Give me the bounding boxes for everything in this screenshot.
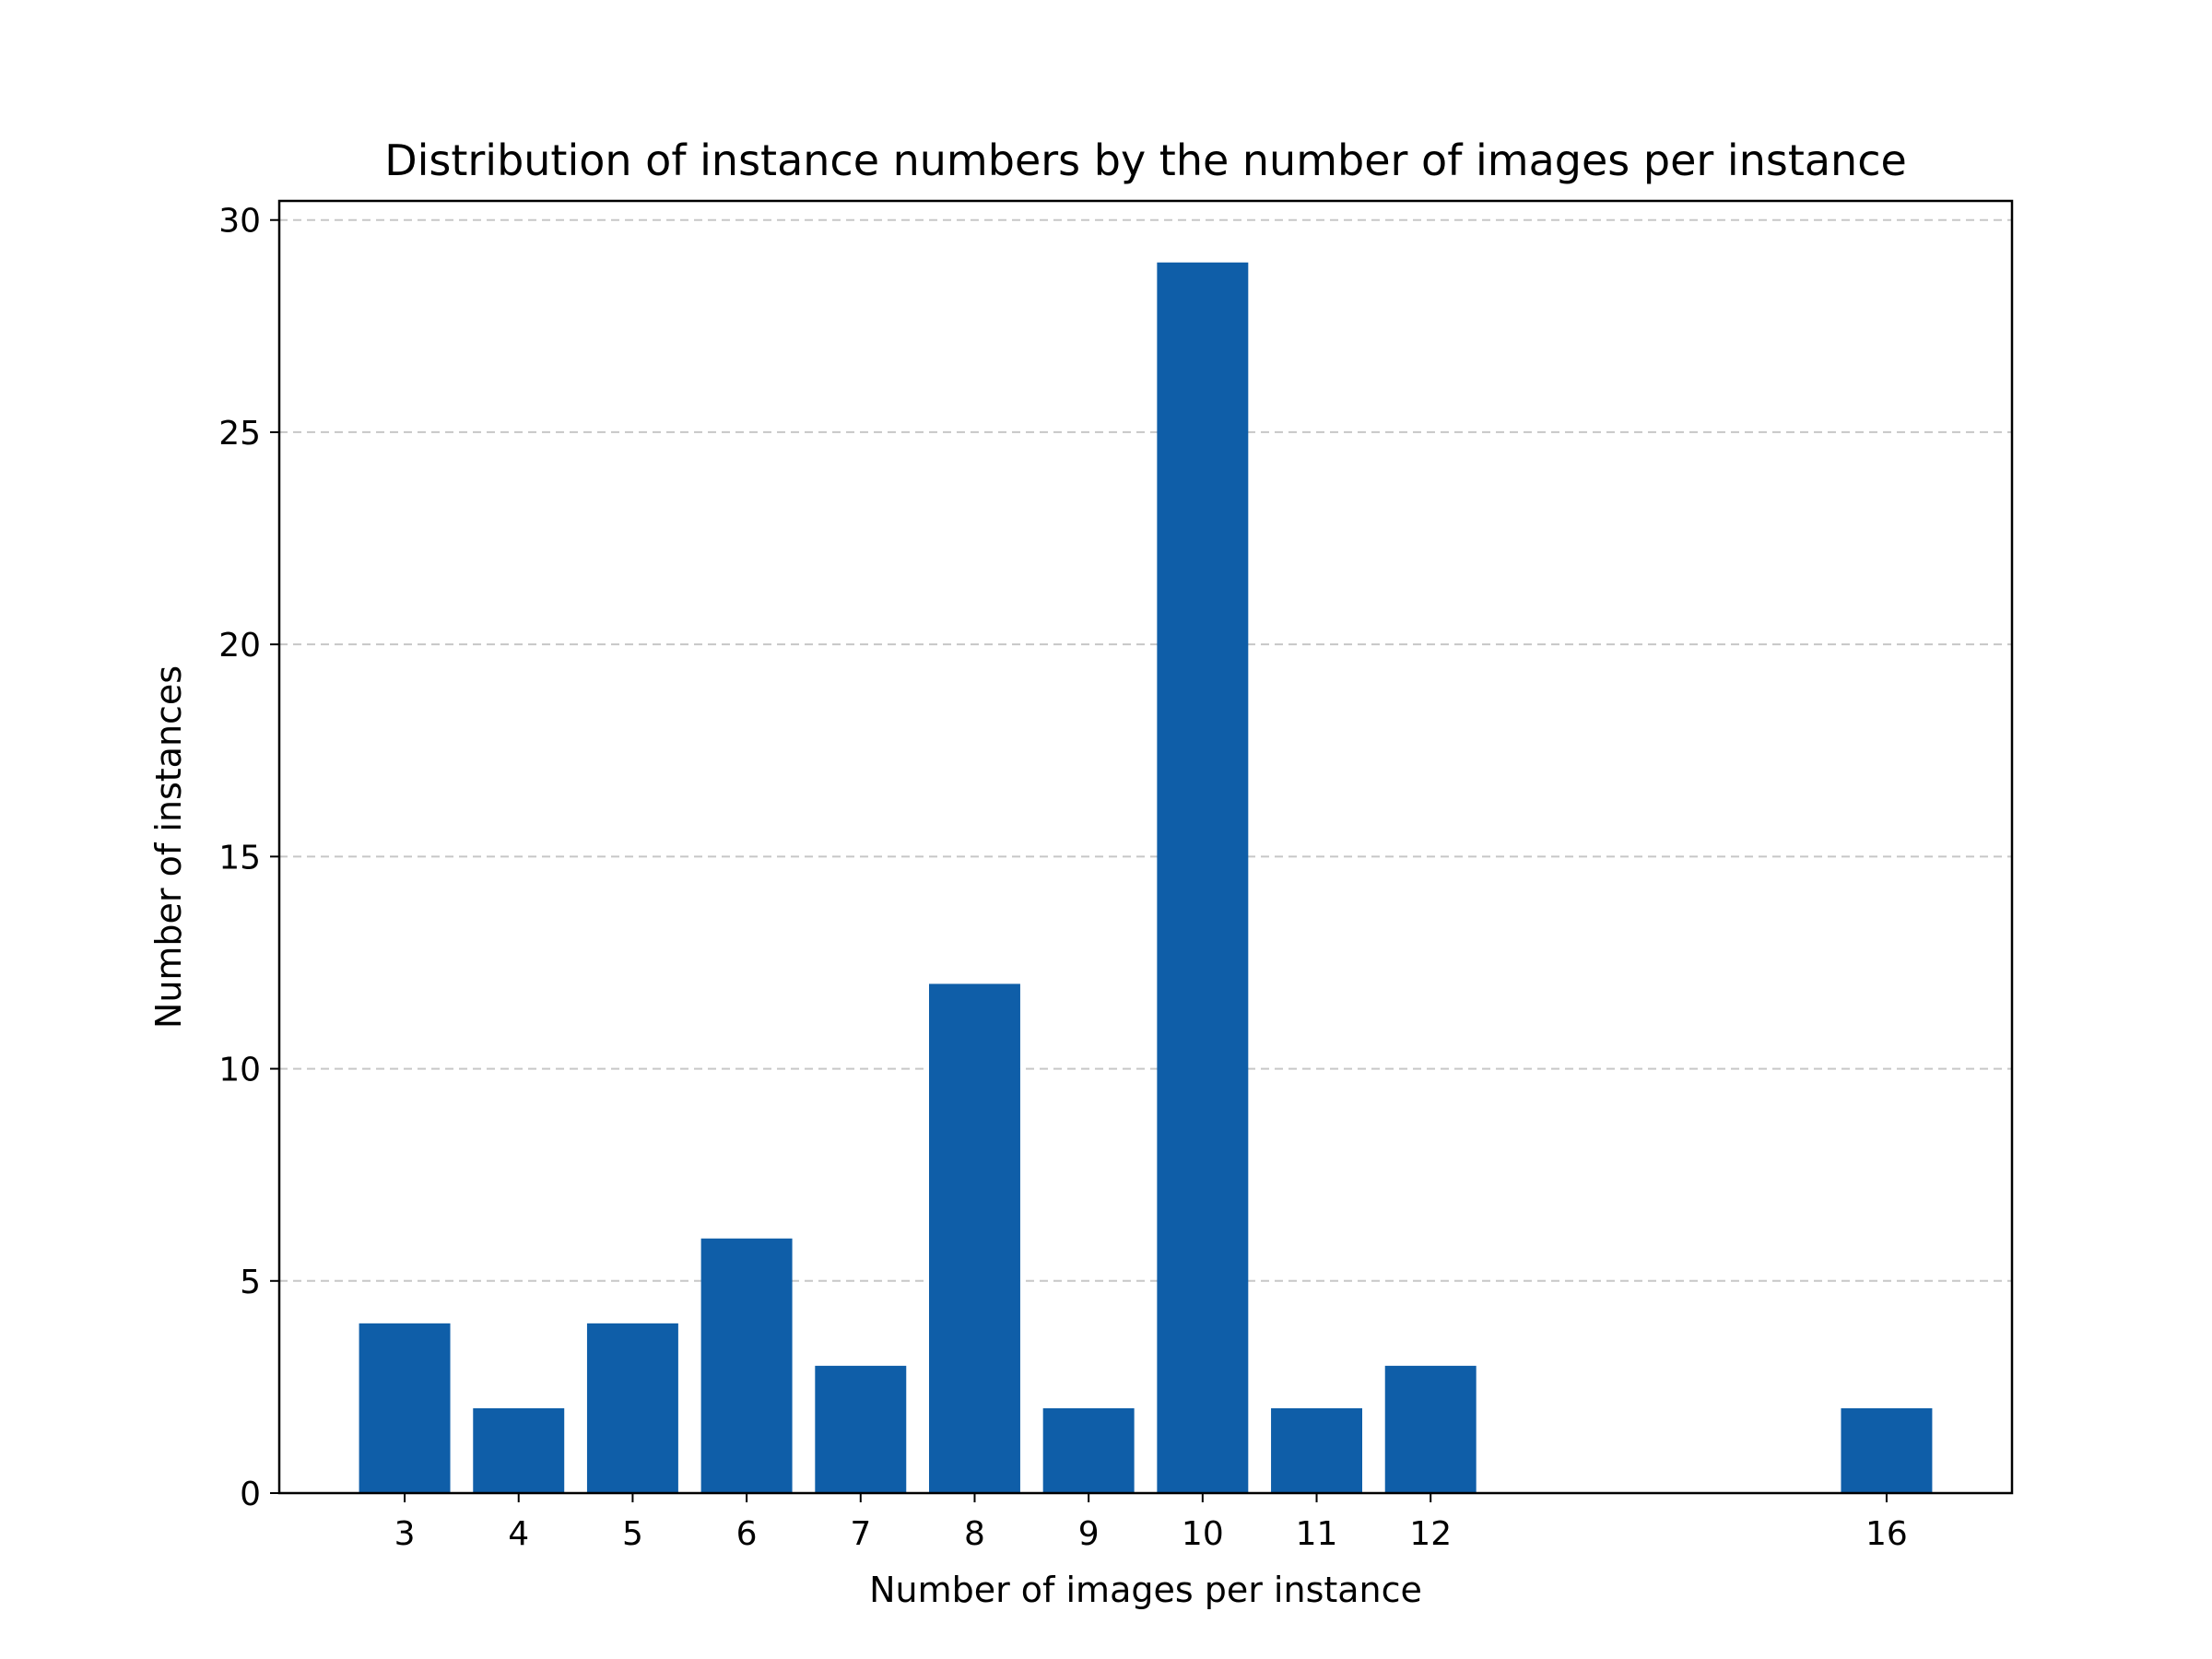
x-tick-label: 8 — [964, 1515, 985, 1553]
axis-ticks: 0 5 10 15 20 25 30 3 4 5 6 7 8 9 10 11 12 16 — [218, 203, 1908, 1553]
y-tick-label: 5 — [240, 1264, 261, 1301]
x-tick-label: 9 — [1078, 1515, 1100, 1553]
bar-8 — [929, 983, 1020, 1493]
y-tick-label: 0 — [240, 1476, 261, 1513]
bar-7 — [815, 1365, 907, 1493]
x-axis-title: Number of images per instance — [869, 1570, 1422, 1610]
bar-4 — [473, 1407, 565, 1493]
y-tick-label: 15 — [218, 839, 261, 877]
x-tick-label: 7 — [850, 1515, 871, 1553]
y-tick-label: 25 — [218, 415, 261, 453]
bar-16 — [1841, 1407, 1933, 1493]
y-axis-title: Number of instances — [148, 665, 189, 1029]
chart-title: Distribution of instance numbers by the … — [384, 135, 1907, 185]
bar-10 — [1157, 262, 1249, 1493]
x-tick-label: 6 — [736, 1515, 758, 1553]
x-tick-label: 11 — [1296, 1515, 1338, 1553]
x-tick-label: 5 — [622, 1515, 643, 1553]
x-tick-label: 12 — [1409, 1515, 1452, 1553]
bars — [359, 262, 1933, 1493]
bar-3 — [359, 1323, 451, 1493]
x-tick-label: 3 — [394, 1515, 416, 1553]
y-tick-label: 20 — [218, 627, 261, 665]
y-tick-label: 10 — [218, 1052, 261, 1089]
x-tick-label: 16 — [1865, 1515, 1908, 1553]
bar-12 — [1384, 1365, 1477, 1493]
plot-frame — [277, 199, 2014, 1495]
bar-11 — [1271, 1407, 1362, 1493]
x-tick-label: 4 — [508, 1515, 529, 1553]
y-tick-label: 30 — [218, 203, 261, 241]
bar-6 — [700, 1238, 793, 1493]
x-tick-label: 10 — [1182, 1515, 1224, 1553]
bar-9 — [1042, 1407, 1135, 1493]
gridlines — [279, 218, 2012, 1282]
bar-5 — [586, 1323, 678, 1493]
